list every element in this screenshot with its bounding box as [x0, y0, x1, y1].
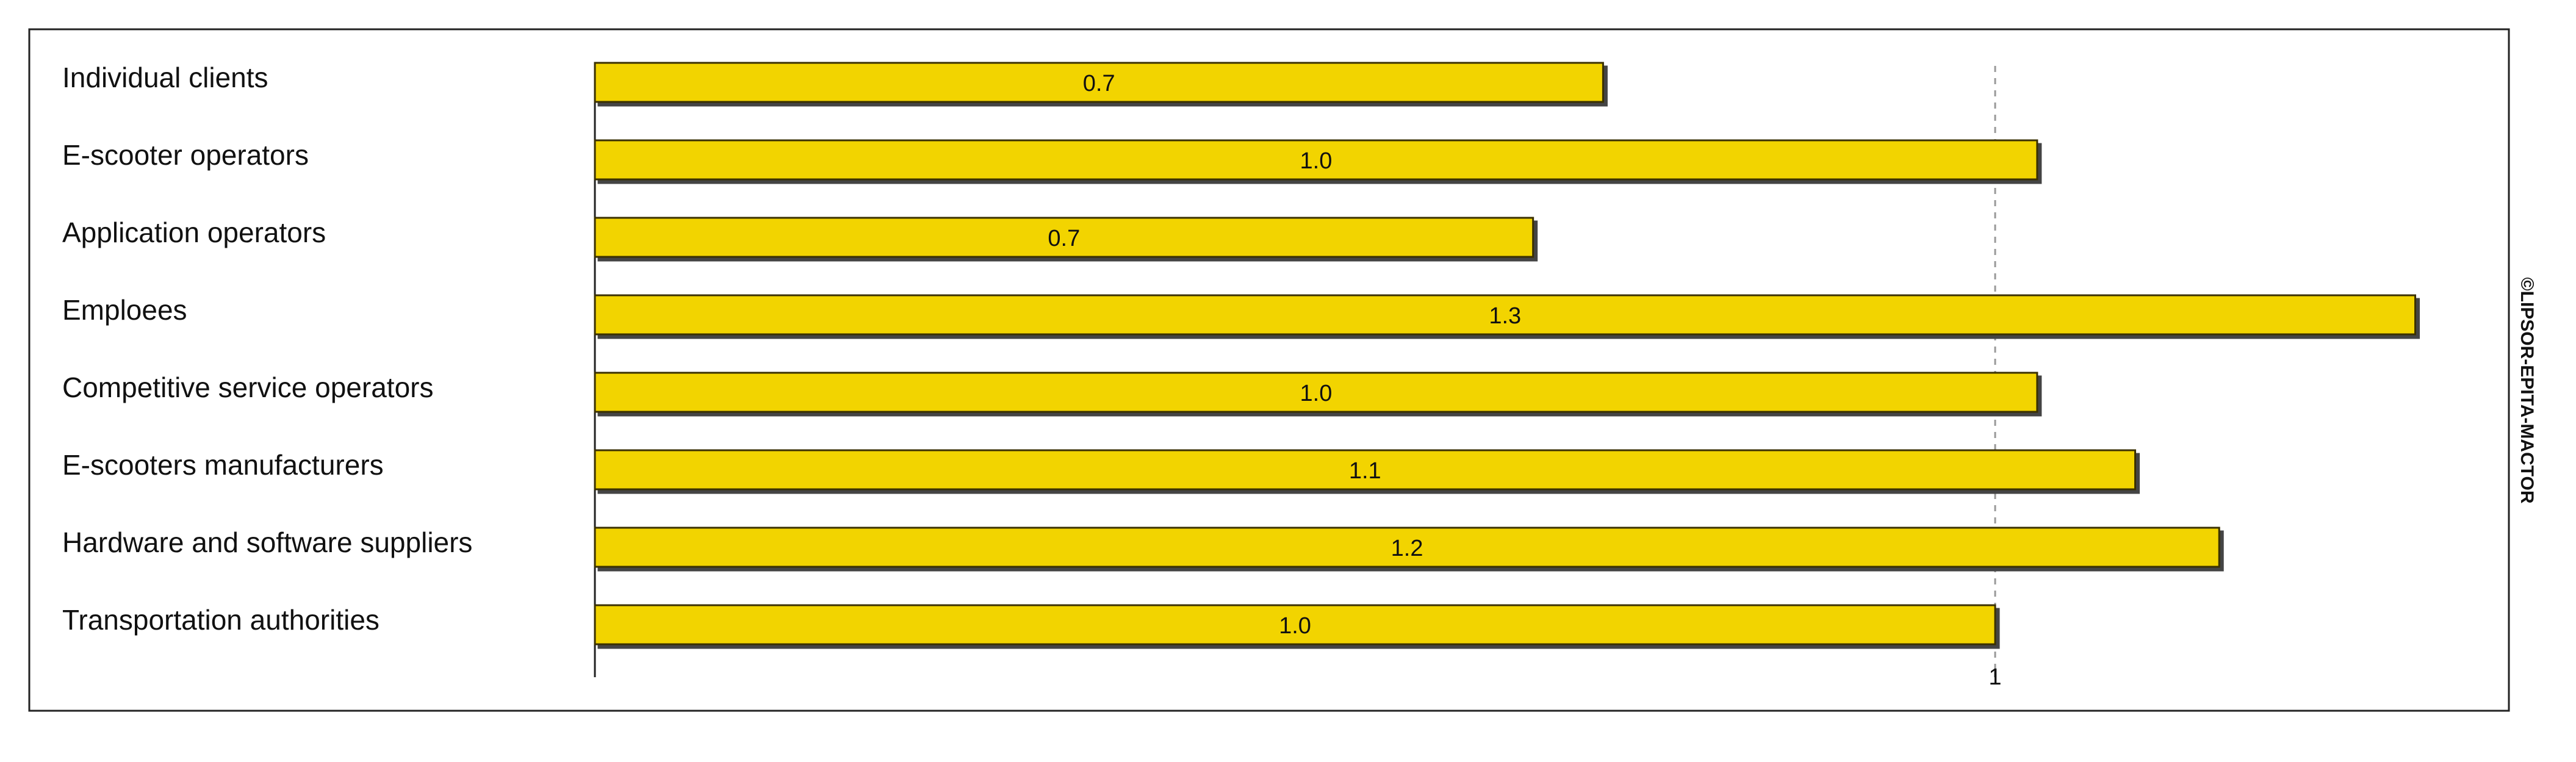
copyright: ©LIPSOR-EPITA-MACTOR	[2517, 278, 2537, 504]
category-label: Hardware and software suppliers	[62, 527, 472, 558]
category-label: Competitive service operators	[62, 372, 433, 403]
bar	[594, 372, 2038, 413]
bar	[594, 62, 1604, 103]
value-label: 1.2	[1391, 536, 1423, 561]
bar	[594, 294, 2416, 336]
value-label: 0.7	[1048, 226, 1080, 251]
value-label: 0.7	[1083, 71, 1115, 96]
category-label: Transportation authorities	[62, 604, 380, 636]
value-label: 1.1	[1349, 458, 1381, 484]
value-label: 1.0	[1300, 148, 1333, 174]
category-label: Individual clients	[62, 62, 268, 93]
bar	[594, 139, 2038, 181]
category-label: E-scooters manufacturers	[62, 449, 384, 481]
value-label: 1.0	[1279, 613, 1311, 639]
category-label: Application operators	[62, 217, 326, 248]
value-label: 1.0	[1300, 381, 1333, 406]
bar	[594, 449, 2136, 491]
value-label: 1.3	[1489, 303, 1521, 329]
bar	[594, 217, 1534, 258]
x-tick-label: 1	[1988, 664, 2001, 690]
category-label: Emploees	[62, 294, 187, 326]
category-label: E-scooter operators	[62, 139, 309, 171]
bar	[594, 604, 1996, 645]
bar	[594, 527, 2220, 568]
